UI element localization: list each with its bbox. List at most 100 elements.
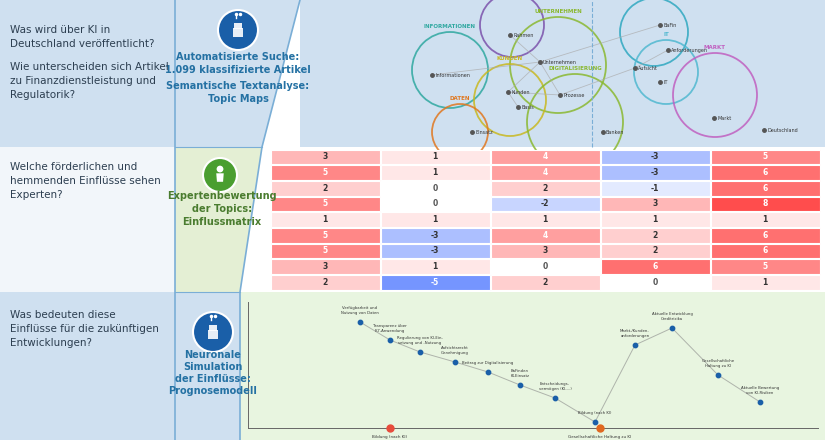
Point bbox=[588, 418, 601, 425]
FancyBboxPatch shape bbox=[491, 197, 600, 211]
FancyBboxPatch shape bbox=[710, 165, 819, 180]
FancyBboxPatch shape bbox=[380, 165, 489, 180]
Text: Gesellschaftliche Haltung zu KI: Gesellschaftliche Haltung zu KI bbox=[568, 435, 632, 439]
Text: Anforderungen: Anforderungen bbox=[671, 48, 708, 52]
Text: BaFin: BaFin bbox=[663, 22, 676, 27]
Polygon shape bbox=[216, 173, 224, 182]
Text: 3: 3 bbox=[323, 152, 328, 161]
Polygon shape bbox=[175, 292, 240, 440]
FancyBboxPatch shape bbox=[271, 212, 380, 227]
Text: 1: 1 bbox=[323, 215, 328, 224]
Text: Markt-/Kunden-
anforderungen: Markt-/Kunden- anforderungen bbox=[620, 330, 650, 338]
Text: Verfügbarkeit und
Nutzung von Daten: Verfügbarkeit und Nutzung von Daten bbox=[341, 306, 379, 315]
Text: UNTERNEHMEN: UNTERNEHMEN bbox=[534, 9, 582, 14]
FancyBboxPatch shape bbox=[601, 259, 710, 274]
Text: 0: 0 bbox=[432, 199, 437, 208]
Point bbox=[353, 319, 366, 326]
FancyBboxPatch shape bbox=[710, 243, 819, 258]
Text: Semantische Textanalyse:: Semantische Textanalyse: bbox=[167, 81, 309, 91]
FancyBboxPatch shape bbox=[380, 259, 489, 274]
Text: 0: 0 bbox=[432, 183, 437, 193]
Text: Automatisierte Suche:: Automatisierte Suche: bbox=[177, 52, 299, 62]
FancyBboxPatch shape bbox=[710, 228, 819, 242]
FancyBboxPatch shape bbox=[380, 243, 489, 258]
FancyBboxPatch shape bbox=[271, 275, 380, 290]
Circle shape bbox=[203, 158, 237, 192]
Point bbox=[413, 348, 427, 356]
FancyBboxPatch shape bbox=[271, 165, 380, 180]
Text: Beitrag zur Digitalisierung: Beitrag zur Digitalisierung bbox=[462, 361, 514, 365]
FancyBboxPatch shape bbox=[710, 150, 819, 164]
Text: Unternehmen: Unternehmen bbox=[543, 59, 577, 65]
Point bbox=[666, 324, 679, 331]
Text: -1: -1 bbox=[651, 183, 659, 193]
Text: Entscheidungs-
vermögen (KI-...): Entscheidungs- vermögen (KI-...) bbox=[539, 382, 572, 391]
Text: IT: IT bbox=[663, 80, 667, 84]
Text: MARKT: MARKT bbox=[704, 45, 726, 50]
Point bbox=[549, 395, 562, 402]
FancyBboxPatch shape bbox=[262, 147, 825, 292]
Text: Aufsichtsrecht
Genehmigung: Aufsichtsrecht Genehmigung bbox=[441, 346, 469, 355]
Text: KUNDEN: KUNDEN bbox=[497, 56, 523, 61]
FancyBboxPatch shape bbox=[601, 275, 710, 290]
Text: -3: -3 bbox=[431, 231, 439, 240]
Point bbox=[753, 399, 766, 406]
Text: 6: 6 bbox=[762, 183, 767, 193]
Text: 4: 4 bbox=[542, 168, 548, 177]
FancyBboxPatch shape bbox=[601, 150, 710, 164]
Text: Expertenbewertung: Expertenbewertung bbox=[167, 191, 277, 201]
FancyBboxPatch shape bbox=[491, 150, 600, 164]
Text: Bildung (nach KI): Bildung (nach KI) bbox=[372, 435, 408, 439]
Text: 1.099 klassifizierte Artikel: 1.099 klassifizierte Artikel bbox=[165, 65, 311, 75]
FancyBboxPatch shape bbox=[380, 228, 489, 242]
Point bbox=[384, 337, 397, 344]
FancyBboxPatch shape bbox=[710, 212, 819, 227]
FancyBboxPatch shape bbox=[271, 181, 380, 195]
Text: 1: 1 bbox=[432, 262, 437, 271]
Text: 1: 1 bbox=[762, 215, 767, 224]
Text: Basis: Basis bbox=[521, 105, 534, 110]
Text: 1: 1 bbox=[432, 215, 437, 224]
Text: DIGITALISIERUNG: DIGITALISIERUNG bbox=[548, 66, 602, 71]
Text: 1: 1 bbox=[762, 278, 767, 287]
Text: Aufsicht: Aufsicht bbox=[638, 66, 658, 70]
Text: 1: 1 bbox=[432, 152, 437, 161]
FancyBboxPatch shape bbox=[491, 259, 600, 274]
Circle shape bbox=[217, 165, 224, 172]
FancyBboxPatch shape bbox=[601, 212, 710, 227]
Text: 3: 3 bbox=[542, 246, 548, 255]
Text: 2: 2 bbox=[542, 278, 548, 287]
Text: 2: 2 bbox=[323, 183, 328, 193]
Text: Aktuelle Bewertung
von KI-Risiken: Aktuelle Bewertung von KI-Risiken bbox=[741, 386, 779, 395]
Text: Neuronale: Neuronale bbox=[185, 350, 242, 360]
FancyBboxPatch shape bbox=[208, 330, 218, 339]
Text: 4: 4 bbox=[542, 152, 548, 161]
FancyBboxPatch shape bbox=[380, 181, 489, 195]
FancyBboxPatch shape bbox=[380, 275, 489, 290]
Text: 0: 0 bbox=[653, 278, 658, 287]
Text: Markt: Markt bbox=[717, 116, 731, 121]
FancyBboxPatch shape bbox=[380, 212, 489, 227]
Text: 5: 5 bbox=[323, 168, 328, 177]
Text: DATEN: DATEN bbox=[450, 96, 470, 101]
Text: 6: 6 bbox=[762, 168, 767, 177]
FancyBboxPatch shape bbox=[491, 165, 600, 180]
Text: Einsatz: Einsatz bbox=[475, 129, 493, 135]
FancyBboxPatch shape bbox=[380, 197, 489, 211]
FancyBboxPatch shape bbox=[601, 197, 710, 211]
Text: der Einflüsse:: der Einflüsse: bbox=[175, 374, 251, 384]
Text: Regulierung von KI-Ein-
setzung und -Nutzung: Regulierung von KI-Ein- setzung und -Nut… bbox=[397, 337, 443, 345]
Text: Prozesse: Prozesse bbox=[563, 92, 584, 98]
Text: 1: 1 bbox=[653, 215, 658, 224]
Text: Aktuelle Entwicklung
Creditrisika: Aktuelle Entwicklung Creditrisika bbox=[652, 312, 692, 321]
Text: 2: 2 bbox=[653, 231, 658, 240]
Text: -5: -5 bbox=[431, 278, 439, 287]
FancyBboxPatch shape bbox=[271, 243, 380, 258]
FancyBboxPatch shape bbox=[271, 150, 380, 164]
Text: Gesellschaftliche
Haltung zu KI: Gesellschaftliche Haltung zu KI bbox=[701, 359, 734, 368]
Text: 5: 5 bbox=[762, 152, 767, 161]
Point bbox=[629, 341, 642, 348]
FancyBboxPatch shape bbox=[491, 228, 600, 242]
FancyBboxPatch shape bbox=[240, 292, 825, 440]
FancyBboxPatch shape bbox=[710, 197, 819, 211]
